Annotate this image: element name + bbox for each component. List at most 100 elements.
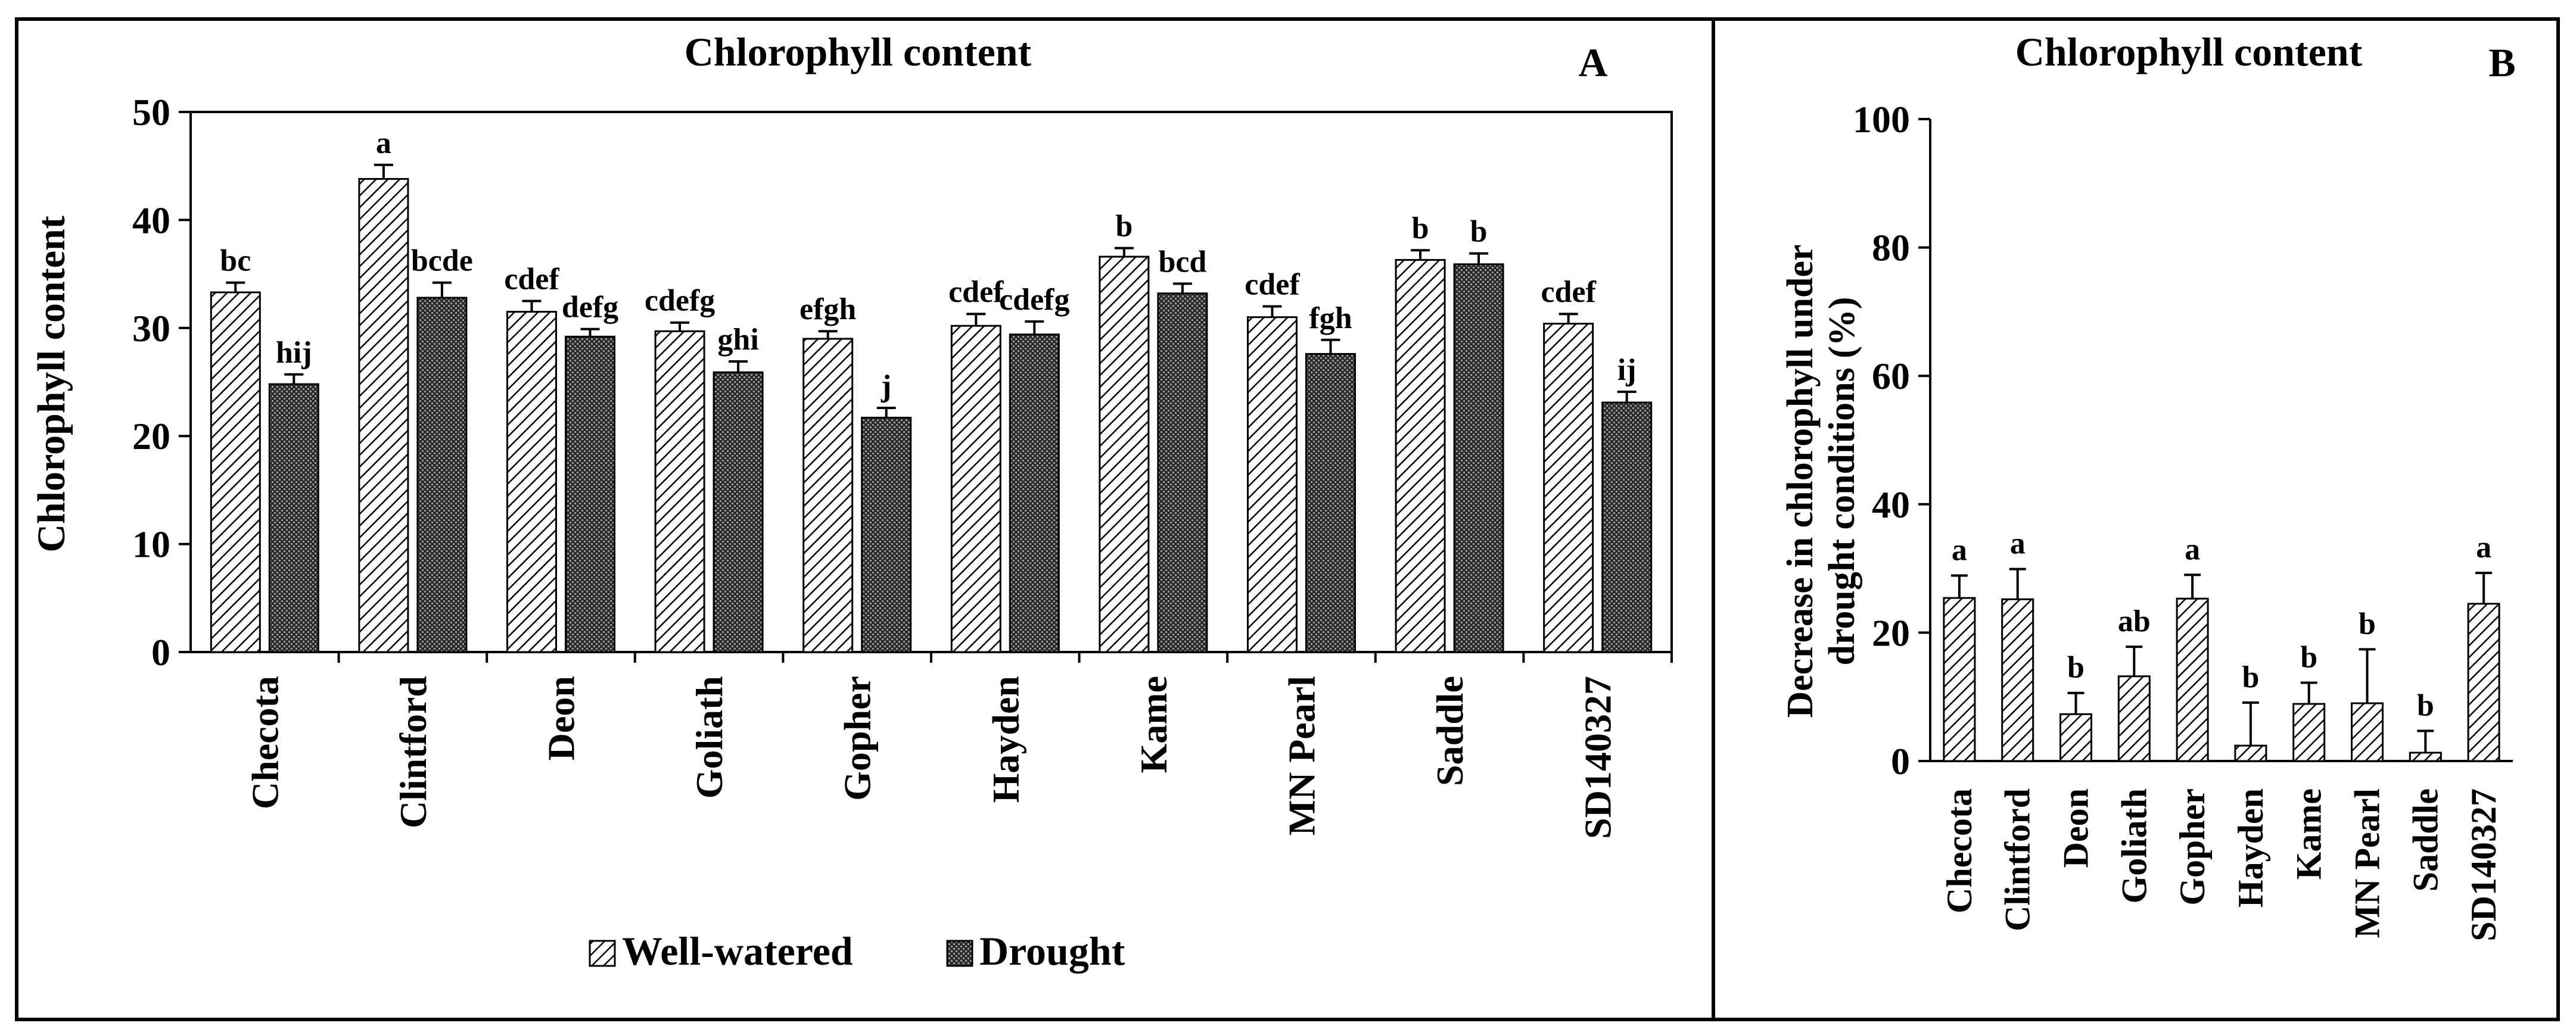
bar-well-watered-saddle (1395, 259, 1446, 653)
bar-well-watered-gopher (802, 338, 854, 653)
y-tick-label: 80 (1872, 227, 1910, 269)
significance-letter-drought-clintford: bcde (411, 244, 473, 278)
x-tick-label-sd140327: SD140327 (2464, 788, 2503, 941)
x-tick-label-deon: Deon (2057, 788, 2096, 868)
bar-decrease-checota (1943, 597, 1976, 762)
x-tick-label-clintford: Clintford (1998, 788, 2037, 931)
significance-letter-well-watered-gopher: efgh (799, 292, 856, 326)
y-tick-label: 100 (1853, 98, 1910, 141)
y-tick-label: 40 (132, 199, 170, 241)
significance-letter-drought-mn-pearl: fgh (1309, 301, 1352, 335)
panel-b-letter: B (2488, 40, 2515, 85)
x-tick-label-hayden: Hayden (2231, 788, 2270, 908)
significance-letter-well-watered-sd140327: cdef (1541, 275, 1596, 309)
panel-b-ylabel-line1: Decrease in chlorophyll under (1780, 244, 1821, 718)
x-tick-label-saddle: Saddle (1429, 676, 1471, 786)
bar-well-watered-deon (506, 311, 557, 653)
x-tick-label-goliath: Goliath (2114, 788, 2154, 903)
x-tick-label-gopher: Gopher (2173, 788, 2212, 906)
y-tick-label: 50 (132, 91, 170, 133)
significance-letter-kame: b (2300, 640, 2317, 674)
significance-letter-checota: a (1952, 533, 1967, 567)
panel-a-ylabel: Chlorophyll content (30, 216, 73, 552)
bar-drought-clintford (416, 297, 468, 653)
y-tick-label: 0 (1891, 740, 1910, 782)
significance-letter-well-watered-goliath: cdefg (645, 284, 715, 318)
bar-drought-deon (565, 335, 615, 653)
bar-decrease-deon (2059, 713, 2092, 762)
y-tick-label: 60 (1872, 355, 1910, 397)
significance-letter-drought-sd140327: ij (1617, 353, 1637, 387)
y-tick-label: 10 (132, 523, 170, 566)
x-tick-label-kame: Kame (2289, 788, 2329, 880)
y-tick-label: 20 (1872, 612, 1910, 654)
x-tick-label-saddle: Saddle (2406, 788, 2445, 891)
significance-letter-drought-deon: defg (562, 291, 618, 325)
significance-letter-deon: b (2067, 651, 2085, 685)
significance-letter-drought-saddle: b (1470, 215, 1488, 249)
panel-a-plot: 0 10 20 30 40 50 bc hij Checota a bcde Clintford cde… (132, 91, 1673, 839)
significance-letter-saddle: b (2417, 688, 2434, 722)
bar-drought-mn-pearl (1305, 353, 1356, 653)
significance-letter-drought-checota: hij (276, 336, 312, 370)
bar-drought-gopher (861, 416, 912, 653)
significance-letter-drought-goliath: ghi (717, 323, 758, 357)
panel-a-title: Chlorophyll content (685, 29, 1032, 74)
panel-b-ylabel-line2: drought conditions (%) (1822, 297, 1862, 666)
legend-swatch-well-watered (589, 940, 616, 967)
x-tick-label-kame: Kame (1133, 676, 1175, 774)
significance-letter-drought-gopher: j (881, 369, 891, 403)
significance-letter-well-watered-checota: bc (220, 244, 251, 278)
panel-a-legend: Well-watered Drought (589, 928, 1125, 974)
significance-letter-well-watered-mn-pearl: cdef (1245, 268, 1300, 302)
y-tick-label: 0 (151, 631, 170, 673)
significance-letter-well-watered-kame: b (1115, 210, 1133, 244)
significance-letter-well-watered-deon: cdef (504, 262, 559, 296)
bar-drought-sd140327 (1601, 401, 1653, 653)
significance-letter-well-watered-clintford: a (376, 126, 391, 160)
bar-decrease-sd140327 (2467, 603, 2500, 762)
x-tick-label-mn-pearl: MN Pearl (2348, 788, 2387, 938)
bar-drought-goliath (713, 371, 764, 653)
bar-well-watered-checota (210, 291, 261, 653)
significance-letter-well-watered-hayden: cdef (948, 275, 1004, 309)
significance-letter-sd140327: a (2476, 531, 2491, 565)
significance-letter-drought-kame: bcd (1158, 245, 1206, 279)
bar-well-watered-clintford (358, 177, 409, 653)
y-tick-label: 40 (1872, 484, 1910, 526)
bar-decrease-gopher (2176, 597, 2209, 762)
bar-well-watered-goliath (654, 330, 705, 653)
significance-letter-clintford: a (2010, 527, 2026, 561)
bar-drought-saddle (1453, 263, 1504, 653)
y-tick-label: 30 (132, 307, 170, 350)
significance-letter-goliath: ab (2118, 604, 2151, 638)
significance-letter-drought-hayden: cdefg (999, 283, 1069, 317)
panel-a-letter: A (1578, 40, 1607, 85)
bar-decrease-hayden (2234, 744, 2267, 762)
y-tick-label: 20 (132, 415, 170, 457)
bar-drought-kame (1157, 292, 1208, 653)
panel-b-title: Chlorophyll content (2015, 29, 2363, 74)
panel-a-plot-area (189, 111, 1673, 653)
bar-well-watered-mn-pearl (1247, 316, 1298, 653)
significance-letter-mn-pearl: b (2359, 607, 2376, 641)
x-tick-label-mn-pearl: MN Pearl (1281, 676, 1323, 835)
x-tick-label-gopher: Gopher (836, 676, 879, 801)
bar-decrease-saddle (2409, 752, 2442, 762)
legend-label-drought: Drought (979, 928, 1125, 974)
bar-drought-hayden (1009, 333, 1060, 653)
bar-drought-checota (268, 383, 319, 653)
bar-well-watered-sd140327 (1543, 323, 1594, 653)
bar-decrease-kame (2292, 703, 2326, 762)
x-tick-label-hayden: Hayden (984, 676, 1026, 803)
x-tick-label-checota: Checota (244, 676, 286, 809)
significance-letter-well-watered-saddle: b (1412, 211, 1429, 245)
significance-letter-hayden: b (2242, 660, 2259, 694)
bar-well-watered-kame (1099, 255, 1150, 653)
bar-decrease-clintford (2001, 598, 2034, 762)
panel-b-plot: 020406080100aChecotaaClintfordbDeonabGol… (1853, 98, 2513, 941)
panel-b-frame (1712, 17, 2560, 1021)
bar-well-watered-hayden (950, 325, 1001, 653)
significance-letter-gopher: a (2185, 532, 2200, 566)
